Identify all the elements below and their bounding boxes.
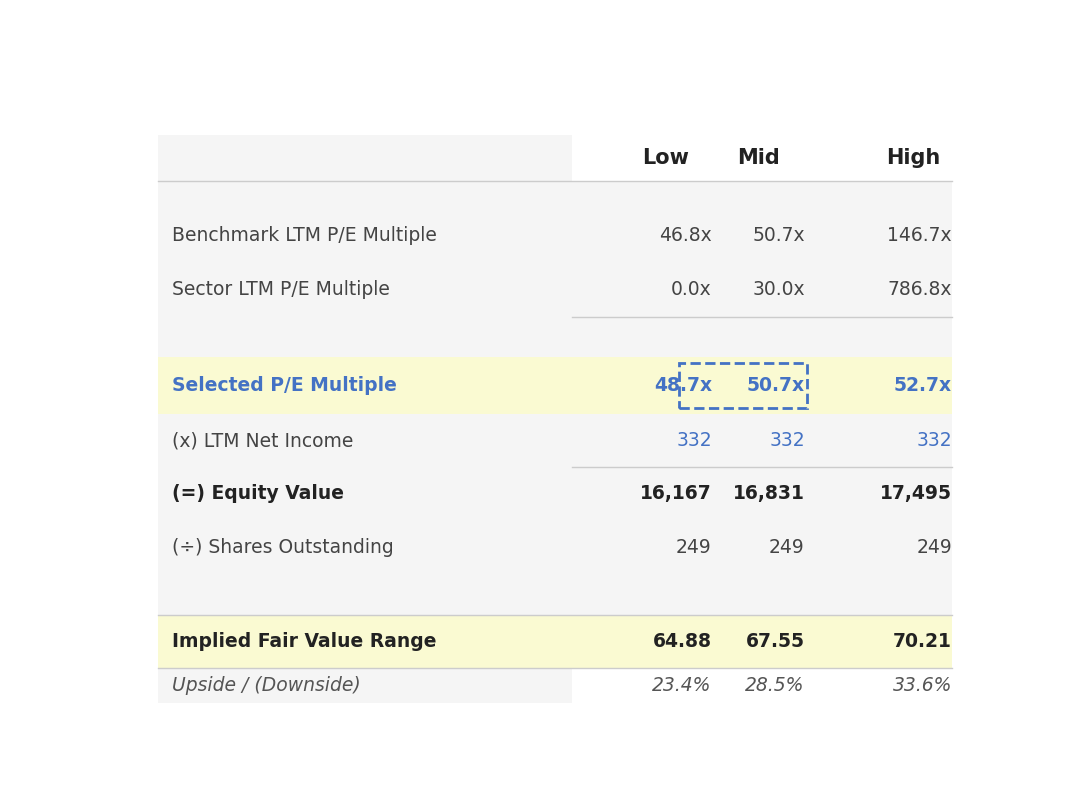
Bar — [158, 668, 572, 703]
Text: 786.8x: 786.8x — [888, 280, 952, 299]
Bar — [158, 262, 572, 317]
Bar — [572, 317, 952, 356]
Text: Low: Low — [642, 148, 689, 168]
Text: 16,831: 16,831 — [733, 484, 805, 503]
Bar — [158, 414, 572, 467]
Text: 332: 332 — [769, 431, 805, 450]
Text: 33.6%: 33.6% — [893, 676, 952, 695]
Text: 28.5%: 28.5% — [746, 676, 805, 695]
Text: 332: 332 — [917, 431, 952, 450]
Text: 52.7x: 52.7x — [894, 376, 952, 395]
Bar — [158, 414, 952, 467]
Text: 23.4%: 23.4% — [652, 676, 712, 695]
Text: 64.88: 64.88 — [653, 632, 712, 651]
Bar — [158, 262, 952, 317]
Text: (=) Equity Value: (=) Equity Value — [172, 484, 343, 503]
Text: Sector LTM P/E Multiple: Sector LTM P/E Multiple — [172, 280, 390, 299]
Text: 30.0x: 30.0x — [752, 280, 805, 299]
Text: Implied Fair Value Range: Implied Fair Value Range — [172, 632, 436, 651]
Text: Selected P/E Multiple: Selected P/E Multiple — [172, 376, 397, 395]
Bar — [158, 317, 572, 356]
Text: 0.0x: 0.0x — [671, 280, 712, 299]
Bar — [158, 209, 952, 262]
Text: 146.7x: 146.7x — [888, 226, 952, 245]
Text: 50.7x: 50.7x — [752, 226, 805, 245]
Bar — [158, 135, 572, 181]
Bar — [158, 467, 572, 521]
Text: (÷) Shares Outstanding: (÷) Shares Outstanding — [172, 538, 394, 557]
Text: 46.8x: 46.8x — [660, 226, 712, 245]
Bar — [572, 135, 952, 181]
Text: 50.7x: 50.7x — [747, 376, 805, 395]
Text: Upside / (Downside): Upside / (Downside) — [172, 676, 360, 695]
Bar — [158, 521, 572, 574]
Text: 17,495: 17,495 — [880, 484, 952, 503]
Text: 249: 249 — [676, 538, 712, 557]
Text: 48.7x: 48.7x — [654, 376, 712, 395]
Text: 70.21: 70.21 — [893, 632, 952, 651]
Text: Mid: Mid — [737, 148, 780, 168]
Bar — [158, 181, 572, 209]
Bar — [572, 181, 952, 209]
Text: 249: 249 — [917, 538, 952, 557]
Text: Benchmark LTM P/E Multiple: Benchmark LTM P/E Multiple — [172, 226, 437, 245]
Text: 249: 249 — [769, 538, 805, 557]
Bar — [679, 363, 807, 408]
Bar — [158, 668, 952, 703]
Bar — [158, 209, 572, 262]
Bar — [158, 574, 952, 615]
Bar — [158, 356, 952, 414]
Text: 67.55: 67.55 — [746, 632, 805, 651]
Text: 332: 332 — [676, 431, 712, 450]
Text: (x) LTM Net Income: (x) LTM Net Income — [172, 431, 353, 450]
Bar — [158, 521, 952, 574]
Bar — [158, 615, 952, 668]
Text: High: High — [887, 148, 940, 168]
Bar — [158, 467, 952, 521]
Text: 16,167: 16,167 — [640, 484, 712, 503]
